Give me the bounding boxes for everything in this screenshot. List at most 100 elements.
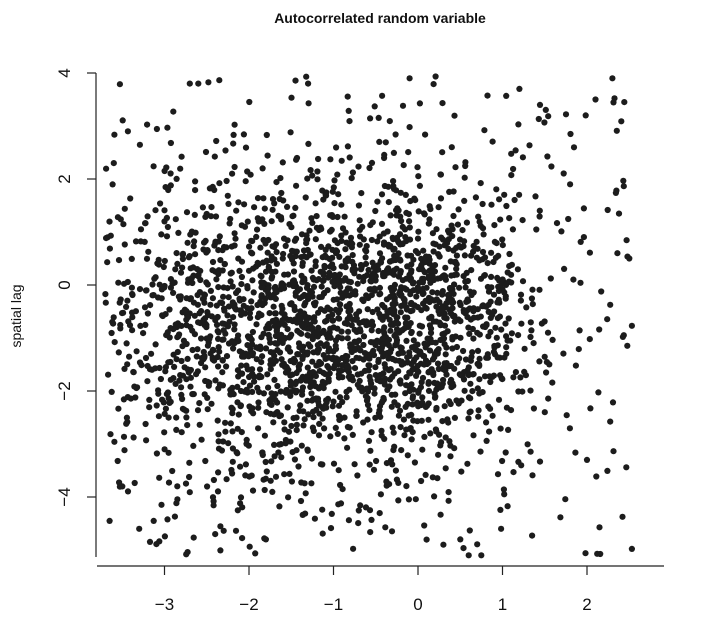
scatter-point bbox=[250, 265, 257, 272]
scatter-point bbox=[427, 325, 435, 332]
scatter-point bbox=[381, 313, 389, 320]
scatter-point bbox=[293, 369, 300, 377]
scatter-point bbox=[381, 329, 388, 336]
y-axis-ticks: −4 −2 0 2 4 bbox=[55, 68, 96, 507]
scatter-point bbox=[123, 303, 130, 310]
scatter-point bbox=[378, 432, 385, 439]
scatter-point bbox=[457, 236, 464, 243]
scatter-point bbox=[505, 426, 512, 433]
scatter-point bbox=[261, 432, 268, 439]
scatter-point bbox=[501, 354, 508, 361]
scatter-point bbox=[429, 474, 436, 481]
scatter-point bbox=[479, 389, 486, 396]
scatter-point bbox=[260, 236, 267, 244]
scatter-point bbox=[299, 259, 306, 266]
scatter-point bbox=[156, 538, 163, 545]
scatter-point bbox=[489, 138, 496, 145]
scatter-point bbox=[228, 404, 235, 411]
scatter-point bbox=[330, 348, 337, 355]
scatter-point bbox=[155, 261, 162, 268]
scatter-point bbox=[342, 258, 349, 265]
scatter-point bbox=[451, 414, 458, 421]
scatter-point bbox=[428, 339, 435, 346]
scatter-point bbox=[192, 187, 199, 194]
scatter-point bbox=[475, 413, 482, 420]
scatter-point bbox=[426, 216, 433, 223]
scatter-point bbox=[500, 486, 507, 493]
scatter-point bbox=[244, 388, 251, 395]
scatter-point bbox=[211, 153, 218, 160]
scatter-point bbox=[381, 361, 388, 368]
scatter-point bbox=[288, 224, 295, 231]
scatter-point bbox=[309, 358, 316, 365]
scatter-point bbox=[285, 428, 293, 435]
scatter-point bbox=[362, 254, 369, 261]
scatter-point bbox=[104, 259, 111, 266]
scatter-point bbox=[272, 287, 279, 294]
scatter-point bbox=[372, 372, 379, 379]
scatter-point bbox=[441, 314, 448, 321]
scatter-point bbox=[223, 476, 230, 483]
scatter-point bbox=[490, 291, 498, 298]
scatter-point bbox=[292, 389, 299, 396]
scatter-point bbox=[406, 236, 414, 243]
scatter-point bbox=[592, 96, 599, 103]
scatter-point bbox=[337, 289, 344, 296]
scatter-point bbox=[212, 213, 220, 220]
scatter-point bbox=[619, 333, 627, 340]
scatter-point bbox=[508, 261, 515, 268]
scatter-point bbox=[194, 368, 201, 375]
scatter-point bbox=[432, 241, 439, 248]
scatter-point bbox=[284, 203, 291, 210]
scatter-point bbox=[225, 294, 232, 301]
scatter-point bbox=[137, 226, 145, 233]
scatter-point bbox=[400, 162, 407, 169]
scatter-point bbox=[329, 261, 336, 268]
scatter-point bbox=[177, 293, 184, 300]
scatter-point bbox=[261, 205, 268, 212]
scatter-point bbox=[621, 99, 628, 106]
scatter-point bbox=[223, 244, 230, 251]
scatter-point bbox=[217, 299, 224, 306]
scatter-point bbox=[397, 189, 404, 196]
scatter-point bbox=[291, 306, 298, 314]
scatter-point bbox=[281, 471, 288, 478]
scatter-point bbox=[598, 288, 605, 295]
scatter-point bbox=[447, 442, 454, 449]
chart-title: Autocorrelated random variable bbox=[274, 10, 486, 26]
scatter-point bbox=[268, 390, 275, 397]
scatter-point bbox=[609, 75, 616, 82]
scatter-point bbox=[162, 405, 169, 412]
scatter-point bbox=[224, 312, 231, 319]
scatter-point bbox=[433, 303, 440, 310]
scatter-point bbox=[332, 424, 339, 431]
scatter-point bbox=[183, 316, 190, 323]
scatter-point bbox=[445, 245, 452, 252]
scatter-point bbox=[349, 431, 356, 438]
scatter-point bbox=[364, 306, 371, 313]
scatter-point bbox=[242, 144, 250, 151]
scatter-point bbox=[260, 279, 267, 286]
scatter-point bbox=[278, 356, 285, 363]
scatter-point bbox=[297, 315, 304, 322]
scatter-point bbox=[544, 329, 552, 336]
scatter-point bbox=[163, 332, 170, 339]
scatter-point bbox=[390, 447, 397, 454]
scatter-point bbox=[276, 441, 283, 448]
scatter-point bbox=[230, 140, 237, 147]
scatter-point bbox=[286, 470, 293, 477]
scatter-point bbox=[146, 538, 154, 546]
scatter-point bbox=[427, 430, 434, 437]
scatter-point bbox=[318, 243, 325, 250]
scatter-point bbox=[422, 344, 429, 351]
scatter-point bbox=[277, 175, 284, 182]
scatter-point bbox=[494, 315, 501, 322]
scatter-point bbox=[221, 305, 228, 312]
scatter-point bbox=[201, 391, 208, 398]
scatter-point bbox=[237, 494, 245, 501]
y-axis-label: spatial lag bbox=[8, 284, 24, 347]
scatter-point bbox=[242, 461, 249, 468]
scatter-point bbox=[256, 218, 263, 225]
scatter-point bbox=[259, 353, 266, 360]
scatter-point bbox=[232, 235, 239, 242]
